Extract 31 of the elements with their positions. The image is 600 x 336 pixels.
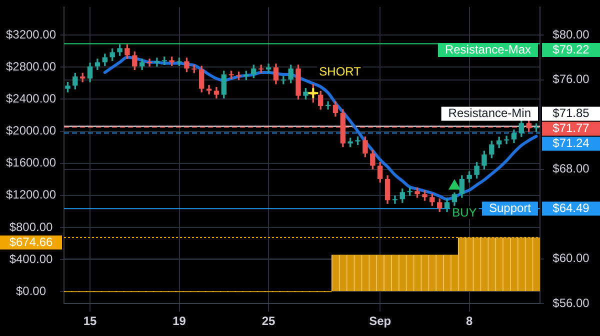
y2-tick-label: $56.00 — [552, 296, 590, 310]
y2-tick-label: $68.00 — [552, 162, 590, 176]
x-tick-label: 19 — [172, 314, 186, 328]
y-tick-label: $2400.00 — [6, 92, 56, 106]
annotation: Resistance-Max — [444, 42, 531, 56]
y-tick-label: $2800.00 — [6, 59, 56, 74]
y2-tick-label: $60.00 — [552, 251, 590, 266]
y-tick-label: $3200.00 — [6, 27, 56, 42]
y-tick-label: $800.00 — [9, 220, 54, 234]
y2-tick-label: $76.00 — [552, 72, 590, 86]
y-tick-label: $2000.00 — [6, 124, 56, 138]
y-tick-label: $1600.00 — [6, 156, 56, 170]
series-label: SHORT — [319, 64, 362, 78]
x-tick-label: 15 — [83, 314, 98, 328]
ref-line-label: $71.77 — [552, 121, 590, 136]
y2-tick-label: $80.00 — [552, 27, 590, 42]
ref-line-label: $79.22 — [552, 42, 590, 56]
ref-line-label: $71.24 — [552, 136, 590, 150]
ref-line-label: $71.85 — [552, 106, 590, 120]
x-tick-label: 25 — [262, 314, 276, 328]
line-series — [103, 56, 538, 201]
x-tick-label: 8 — [466, 314, 473, 328]
ref-line-label: $674.66 — [9, 234, 54, 249]
y-tick-label: $0.00 — [16, 284, 46, 298]
annotation: Support — [488, 200, 532, 215]
ref-line-label: $64.49 — [552, 200, 590, 215]
annotation: Resistance-Min — [448, 106, 532, 120]
series-label: BUY — [452, 205, 477, 220]
x-tick-label: Sep — [369, 314, 392, 328]
y-tick-label: $400.00 — [9, 252, 54, 266]
y-tick-label: $1200.00 — [6, 188, 56, 202]
